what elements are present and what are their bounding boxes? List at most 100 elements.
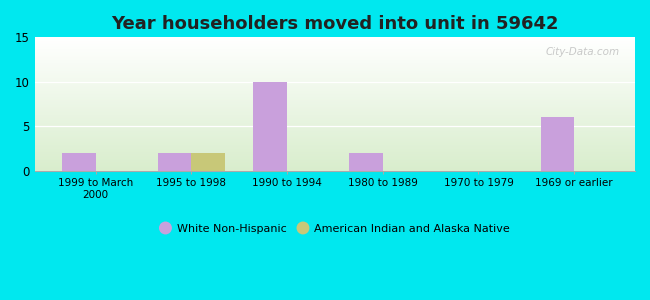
Bar: [34, 92, 635, 93]
Bar: [34, 84, 635, 85]
Bar: [34, 50, 635, 51]
Bar: [34, 70, 635, 71]
Bar: [34, 124, 635, 125]
Bar: [34, 121, 635, 122]
Bar: [34, 138, 635, 139]
Bar: [34, 81, 635, 82]
Bar: [62, 153, 96, 171]
Bar: [34, 47, 635, 48]
Bar: [34, 67, 635, 68]
Bar: [34, 159, 635, 160]
Bar: [34, 75, 635, 76]
Bar: [34, 156, 635, 157]
Bar: [34, 60, 635, 61]
Bar: [34, 71, 635, 72]
Bar: [34, 128, 635, 129]
Bar: [34, 63, 635, 64]
Bar: [34, 102, 635, 103]
Bar: [34, 139, 635, 140]
Bar: [34, 85, 635, 86]
Bar: [34, 126, 635, 127]
Bar: [34, 130, 635, 131]
Bar: [34, 38, 635, 39]
Bar: [34, 41, 635, 42]
Bar: [34, 116, 635, 117]
Bar: [34, 45, 635, 46]
Bar: [34, 44, 635, 45]
Bar: [34, 57, 635, 58]
Bar: [34, 39, 635, 40]
Bar: [34, 110, 635, 111]
Bar: [34, 131, 635, 132]
Bar: [34, 83, 635, 84]
Bar: [34, 89, 635, 90]
Bar: [34, 107, 635, 108]
Bar: [34, 143, 635, 144]
Bar: [34, 142, 635, 143]
Bar: [34, 155, 635, 156]
Bar: [34, 96, 635, 97]
Bar: [34, 118, 635, 119]
Bar: [34, 100, 635, 101]
Bar: [34, 125, 635, 126]
Bar: [34, 123, 635, 124]
Bar: [254, 82, 287, 171]
Bar: [34, 134, 635, 135]
Bar: [34, 103, 635, 104]
Bar: [34, 58, 635, 59]
Bar: [34, 162, 635, 163]
Bar: [34, 52, 635, 53]
Bar: [34, 46, 635, 47]
Bar: [34, 168, 635, 169]
Bar: [34, 61, 635, 62]
Bar: [34, 129, 635, 130]
Bar: [34, 112, 635, 113]
Bar: [34, 151, 635, 152]
Bar: [34, 54, 635, 55]
Bar: [34, 66, 635, 67]
Bar: [34, 114, 635, 115]
Bar: [34, 80, 635, 81]
Bar: [34, 144, 635, 145]
Bar: [34, 90, 635, 91]
Bar: [34, 93, 635, 94]
Bar: [34, 132, 635, 133]
Bar: [34, 153, 635, 154]
Bar: [34, 56, 635, 57]
Bar: [349, 153, 383, 171]
Bar: [34, 62, 635, 63]
Bar: [34, 72, 635, 73]
Bar: [34, 160, 635, 161]
Bar: [34, 149, 635, 150]
Title: Year householders moved into unit in 59642: Year householders moved into unit in 596…: [111, 15, 558, 33]
Bar: [34, 99, 635, 100]
Bar: [158, 153, 191, 171]
Bar: [34, 98, 635, 99]
Bar: [34, 95, 635, 96]
Bar: [34, 150, 635, 151]
Bar: [34, 48, 635, 49]
Bar: [34, 104, 635, 105]
Bar: [34, 136, 635, 137]
Bar: [34, 59, 635, 60]
Bar: [34, 73, 635, 74]
Bar: [34, 120, 635, 121]
Bar: [34, 158, 635, 159]
Bar: [34, 135, 635, 136]
Bar: [34, 167, 635, 168]
Bar: [34, 133, 635, 134]
Bar: [34, 169, 635, 170]
Bar: [34, 79, 635, 80]
Bar: [34, 113, 635, 114]
Bar: [34, 106, 635, 107]
Bar: [34, 68, 635, 69]
Bar: [34, 64, 635, 65]
Bar: [34, 119, 635, 120]
Bar: [34, 91, 635, 92]
Bar: [34, 77, 635, 78]
Bar: [34, 146, 635, 147]
Bar: [34, 152, 635, 153]
Bar: [34, 122, 635, 123]
Bar: [34, 145, 635, 146]
Bar: [34, 49, 635, 50]
